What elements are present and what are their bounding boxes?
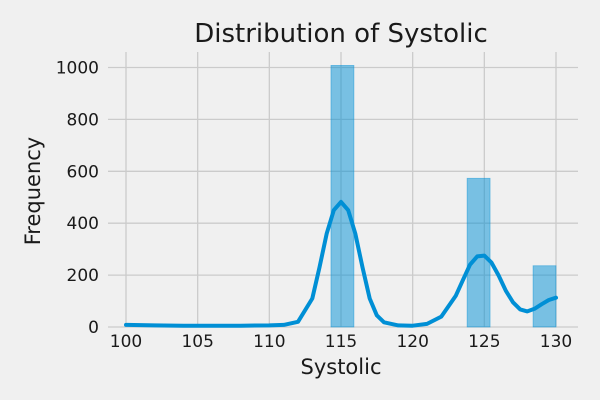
x-tick-label: 110 (253, 332, 285, 352)
x-tick-label: 105 (181, 332, 213, 352)
y-axis-label: Frequency (21, 137, 45, 246)
x-tick-label: 115 (325, 332, 357, 352)
kde-line (124, 199, 558, 328)
x-axis-ticks: 100 105 110 115 120 125 130 (110, 332, 572, 352)
y-axis-ticks: 0 200 400 600 800 1000 (56, 59, 99, 339)
y-tick-label: 0 (88, 318, 99, 338)
chart-title: Distribution of Systolic (194, 19, 488, 49)
y-tick-label: 800 (67, 110, 99, 130)
histogram-bar (330, 65, 355, 328)
x-tick-label: 125 (468, 332, 500, 352)
y-tick-label: 200 (67, 266, 99, 286)
y-tick-label: 1000 (56, 59, 99, 79)
histogram-bar (532, 265, 557, 328)
x-tick-label: 130 (540, 332, 572, 352)
histogram-bar (466, 177, 491, 328)
x-axis-label: Systolic (301, 355, 382, 379)
x-tick-label: 100 (110, 332, 142, 352)
histogram-bars (330, 65, 557, 328)
y-tick-label: 600 (67, 162, 99, 182)
x-tick-label: 120 (396, 332, 428, 352)
y-tick-label: 400 (67, 214, 99, 234)
